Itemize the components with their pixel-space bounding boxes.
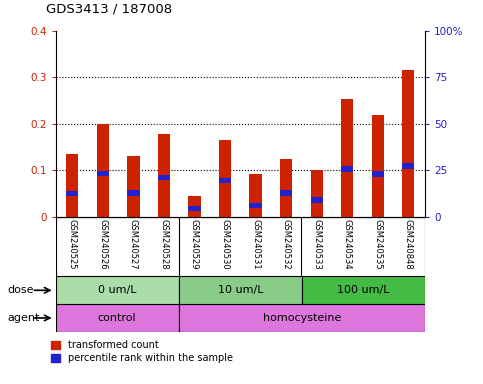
Bar xyxy=(219,178,231,184)
Bar xyxy=(280,159,292,217)
Text: GSM240535: GSM240535 xyxy=(373,219,382,269)
Bar xyxy=(56,304,179,332)
Bar xyxy=(302,276,425,304)
Bar xyxy=(179,304,425,332)
Bar xyxy=(97,124,109,217)
Bar xyxy=(188,196,200,217)
Bar xyxy=(311,197,323,202)
Bar xyxy=(249,202,262,208)
Bar xyxy=(402,70,414,217)
Bar xyxy=(158,134,170,217)
Bar xyxy=(311,170,323,217)
Bar xyxy=(371,171,384,177)
Bar xyxy=(66,191,78,197)
Text: homocysteine: homocysteine xyxy=(263,313,341,323)
Bar xyxy=(128,156,140,217)
Bar xyxy=(128,190,140,195)
Text: 10 um/L: 10 um/L xyxy=(217,285,263,295)
Bar xyxy=(97,171,109,177)
Bar xyxy=(179,276,302,304)
Bar xyxy=(219,140,231,217)
Text: GSM240525: GSM240525 xyxy=(68,219,77,269)
Bar xyxy=(371,114,384,217)
Text: GSM240848: GSM240848 xyxy=(404,219,413,270)
Bar xyxy=(249,174,262,217)
Bar xyxy=(66,154,78,217)
Text: GSM240526: GSM240526 xyxy=(99,219,107,269)
Text: GSM240530: GSM240530 xyxy=(221,219,229,269)
Text: GSM240533: GSM240533 xyxy=(312,219,321,270)
Bar xyxy=(56,276,179,304)
Text: GSM240534: GSM240534 xyxy=(342,219,352,269)
Text: GSM240532: GSM240532 xyxy=(282,219,291,269)
Text: GSM240528: GSM240528 xyxy=(159,219,169,269)
Text: 100 um/L: 100 um/L xyxy=(337,285,390,295)
Text: GDS3413 / 187008: GDS3413 / 187008 xyxy=(46,2,172,15)
Legend: transformed count, percentile rank within the sample: transformed count, percentile rank withi… xyxy=(51,341,233,363)
Bar xyxy=(188,206,200,211)
Bar xyxy=(341,166,353,172)
Text: dose: dose xyxy=(7,285,34,295)
Text: GSM240531: GSM240531 xyxy=(251,219,260,269)
Text: 0 um/L: 0 um/L xyxy=(98,285,136,295)
Bar xyxy=(280,190,292,195)
Bar xyxy=(402,163,414,169)
Bar xyxy=(158,175,170,180)
Text: control: control xyxy=(98,313,136,323)
Text: GSM240529: GSM240529 xyxy=(190,219,199,269)
Text: agent: agent xyxy=(7,313,40,323)
Text: GSM240527: GSM240527 xyxy=(129,219,138,269)
Bar xyxy=(341,99,353,217)
